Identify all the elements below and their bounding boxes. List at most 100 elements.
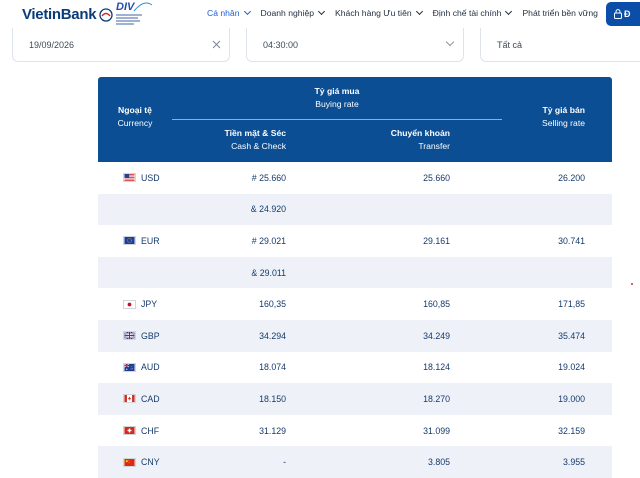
type-value: Tất cả — [497, 39, 523, 50]
brand-mark-icon — [99, 7, 113, 22]
header-transfer-en: Transfer — [418, 141, 450, 151]
date-input[interactable]: 19/09/2026 — [12, 28, 230, 62]
table-header: Ngoại tệ Currency Tỷ giá mua Buying rate… — [98, 77, 612, 162]
top-header: VietinBank DIV Cá nhân Doanh nghiệp Khác… — [0, 0, 640, 30]
header-buying-rate: Tỷ giá mua Buying rate — [172, 85, 502, 111]
ca-flag-icon — [123, 394, 136, 404]
div-swoosh-icon — [133, 2, 153, 12]
nav-item-ca-nhan[interactable]: Cá nhân — [207, 7, 251, 18]
selling-rate: 19.024 — [558, 362, 585, 373]
header-selling-rate: Tỷ giá bán Selling rate — [542, 104, 585, 130]
header-cash-en: Cash & Check — [231, 141, 286, 151]
decorative-dot — [631, 283, 633, 285]
table-row: GBP 34.294 34.249 35.474 — [98, 319, 612, 352]
header-divider — [172, 119, 502, 120]
selling-rate: 3.955 — [562, 457, 585, 468]
chevron-down-icon — [317, 7, 326, 16]
currency-code: EUR — [141, 235, 160, 246]
transfer-rate: 31.099 — [423, 425, 450, 436]
table-row: CAD 18.150 18.270 19.000 — [98, 383, 612, 415]
nav-item-doanh-nghiep[interactable]: Doanh nghiệp — [260, 7, 326, 18]
currency-code: CAD — [141, 393, 160, 404]
nav-label: Phát triển bền vững — [522, 8, 598, 18]
currency-code: CHF — [141, 425, 160, 436]
us-flag-icon — [123, 173, 136, 183]
currency-code: GBP — [141, 330, 160, 341]
currency-code: USD — [141, 172, 160, 183]
cash-rate: & 29.011 — [251, 267, 286, 278]
gb-flag-icon — [123, 331, 136, 341]
header-cash-check: Tiền mặt & Séc Cash & Check — [225, 127, 286, 153]
header-buy-en: Buying rate — [315, 99, 359, 109]
main-nav: Cá nhân Doanh nghiệp Khách hàng Ưu tiên … — [207, 7, 609, 18]
nav-item-phat-trien-ben-vung[interactable]: Phát triển bền vững — [522, 8, 598, 18]
date-value: 19/09/2026 — [29, 39, 75, 50]
table-row: EUR # 29.021 29.161 30.741 — [98, 225, 612, 257]
clear-icon[interactable] — [212, 40, 221, 49]
nav-label: Khách hàng Ưu tiên — [335, 8, 412, 18]
selling-rate: 32.159 — [558, 425, 585, 436]
transfer-rate: 29.161 — [423, 235, 450, 246]
lock-icon — [614, 9, 622, 19]
nav-label: Cá nhân — [207, 8, 240, 18]
time-value: 04:30:00 — [263, 39, 299, 50]
table-row: JPY 160,35 160,85 171,85 — [98, 288, 612, 320]
header-currency: Ngoại tệ Currency — [98, 104, 172, 130]
time-select[interactable]: 04:30:00 — [246, 28, 464, 62]
table-row: & 29.011 — [98, 256, 612, 289]
currency-type-select[interactable]: Tất cả — [480, 28, 640, 62]
currency-code: AUD — [141, 362, 160, 373]
jp-flag-icon — [123, 299, 136, 309]
transfer-rate: 18.124 — [423, 362, 450, 373]
header-currency-vi: Ngoại tệ — [118, 105, 152, 115]
currency-code: CNY — [141, 457, 160, 468]
au-flag-icon — [123, 362, 136, 372]
vietinbank-logo[interactable]: VietinBank — [22, 6, 113, 23]
eu-flag-icon — [123, 236, 136, 246]
header-buy-vi: Tỷ giá mua — [314, 86, 360, 96]
nav-label: Doanh nghiệp — [260, 8, 315, 18]
header-cash-vi: Tiền mặt & Séc — [224, 128, 286, 138]
cash-rate: 31.129 — [259, 425, 286, 436]
chevron-down-icon — [505, 7, 513, 16]
cash-rate: 160,35 — [259, 299, 286, 310]
cash-rate: # 25.660 — [251, 172, 286, 183]
currency-code: JPY — [141, 299, 158, 310]
header-sell-en: Selling rate — [542, 118, 585, 128]
selling-rate: 171,85 — [558, 299, 585, 310]
table-row: AUD 18.074 18.124 19.024 — [98, 352, 612, 384]
div-badge-caption-lines — [116, 13, 156, 25]
transfer-rate: 3.805 — [427, 457, 450, 468]
cash-rate: & 24.920 — [250, 204, 286, 215]
cash-rate: # 29.021 — [251, 235, 286, 246]
header-transfer-vi: Chuyển khoản — [390, 128, 450, 138]
transfer-rate: 25.660 — [423, 172, 450, 183]
table-row: CNY - 3.805 3.955 — [98, 446, 612, 478]
brand-name: VietinBank — [22, 6, 97, 23]
nav-item-dinh-che-tai-chinh[interactable]: Định chế tài chính — [432, 7, 513, 18]
selling-rate: 30.741 — [558, 235, 585, 246]
header-currency-en: Currency — [117, 118, 153, 128]
transfer-rate: 34.249 — [423, 330, 450, 341]
exchange-rate-table: Ngoại tệ Currency Tỷ giá mua Buying rate… — [98, 77, 612, 478]
chevron-down-icon — [415, 7, 423, 16]
cash-rate: - — [283, 457, 286, 468]
login-button[interactable]: Đ — [606, 2, 640, 26]
selling-rate: 35.474 — [558, 330, 585, 341]
nav-label: Định chế tài chính — [432, 8, 502, 18]
header-transfer: Chuyển khoản Transfer — [391, 127, 450, 153]
table-row: USD # 25.660 25.660 26.200 — [98, 162, 612, 194]
selling-rate: 26.200 — [558, 172, 585, 183]
table-row: CHF 31.129 31.099 32.159 — [98, 415, 612, 447]
transfer-rate: 160,85 — [423, 299, 450, 310]
ch-flag-icon — [123, 426, 136, 436]
header-sell-vi: Tỷ giá bán — [542, 105, 586, 115]
nav-item-khach-hang-uu-tien[interactable]: Khách hàng Ưu tiên — [335, 7, 423, 18]
selling-rate: 19.000 — [558, 393, 585, 404]
div-badge-title: DIV — [116, 1, 135, 13]
chevron-down-icon — [243, 7, 251, 16]
chevron-down-icon — [445, 37, 455, 47]
cash-rate: 18.074 — [259, 362, 286, 373]
cash-rate: 18.150 — [259, 393, 286, 404]
cash-rate: 34.294 — [259, 330, 286, 341]
